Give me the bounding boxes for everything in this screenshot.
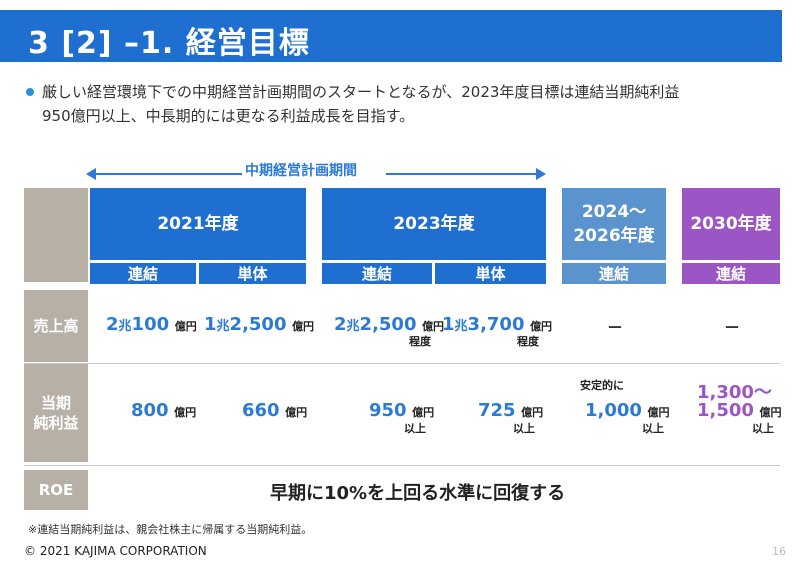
profit-2021-consolidated: 800 億円: [131, 400, 197, 421]
arrow-right-icon: [536, 168, 546, 180]
footnote: ※連結当期純利益は、親会社株主に帰属する当期純利益。: [28, 523, 313, 536]
profit-2024-prefix: 安定的に: [580, 379, 624, 392]
profit-2024-consolidated: 1,000 億円: [585, 400, 670, 421]
header-2024-2026: 2024〜 2026年度: [562, 188, 666, 260]
subheader-2023-standalone: 単体: [435, 263, 546, 284]
arrow-left-icon: [86, 168, 96, 180]
sales-2021-standalone: 1兆2,500 億円: [204, 314, 315, 335]
sales-2024-dash: －: [607, 318, 624, 337]
header-2030: 2030年度: [682, 188, 780, 260]
profit-2023-standalone-note: 以上: [513, 422, 535, 435]
profit-2023-standalone: 725 億円: [478, 400, 544, 421]
sales-2030-dash: －: [724, 318, 741, 337]
arrow-line-left: [92, 173, 242, 175]
header-2021: 2021年度: [90, 188, 306, 260]
row-divider: [24, 465, 780, 466]
subheader-2021-consolidated: 連結: [90, 263, 196, 284]
row-label-profit: 当期 純利益: [24, 364, 88, 462]
bullet-icon: [26, 88, 34, 96]
description: 厳しい経営環境下での中期経営計画期間のスタートとなるが、2023年度目標は連結当…: [42, 80, 762, 128]
title-banner: 3 [2] –1. 経営目標: [0, 10, 782, 62]
copyright: © 2021 KAJIMA CORPORATION: [24, 544, 207, 558]
period-label: 中期経営計画期間: [245, 163, 357, 179]
sales-2023-consolidated-note: 程度: [409, 335, 431, 348]
subheader-2021-standalone: 単体: [199, 263, 306, 284]
subheader-2024-consolidated: 連結: [562, 263, 666, 284]
row-divider: [24, 363, 780, 364]
profit-2030-note: 以上: [752, 422, 774, 435]
header-2023: 2023年度: [322, 188, 546, 260]
sales-2023-consolidated: 2兆2,500 億円: [334, 314, 445, 335]
page-title: 3 [2] –1. 経営目標: [28, 26, 310, 61]
sales-2023-standalone: 1兆3,700 億円: [442, 314, 553, 335]
page-number: 16: [772, 545, 786, 558]
profit-2030-consolidated: 1,500 億円: [697, 400, 782, 421]
profit-2023-consolidated-note: 以上: [404, 422, 426, 435]
description-line-2: 950億円以上、中長期的には更なる利益成長を目指す。: [42, 107, 415, 125]
row-label-sales: 売上高: [24, 290, 88, 362]
roe-target: 早期に10%を上回る水準に回復する: [270, 483, 566, 504]
sales-2021-consolidated: 2兆100 億円: [106, 314, 197, 335]
header-gray-block: [24, 188, 88, 282]
row-label-roe: ROE: [24, 470, 88, 510]
profit-2021-standalone: 660 億円: [242, 400, 308, 421]
description-line-1: 厳しい経営環境下での中期経営計画期間のスタートとなるが、2023年度目標は連結当…: [42, 83, 680, 101]
profit-2030-range-start: 1,300〜: [697, 382, 772, 403]
profit-2024-note: 以上: [642, 422, 664, 435]
profit-2023-consolidated: 950 億円: [369, 400, 435, 421]
subheader-2030-consolidated: 連結: [682, 263, 780, 284]
subheader-2023-consolidated: 連結: [322, 263, 432, 284]
arrow-line-right: [386, 173, 536, 175]
sales-2023-standalone-note: 程度: [517, 335, 539, 348]
